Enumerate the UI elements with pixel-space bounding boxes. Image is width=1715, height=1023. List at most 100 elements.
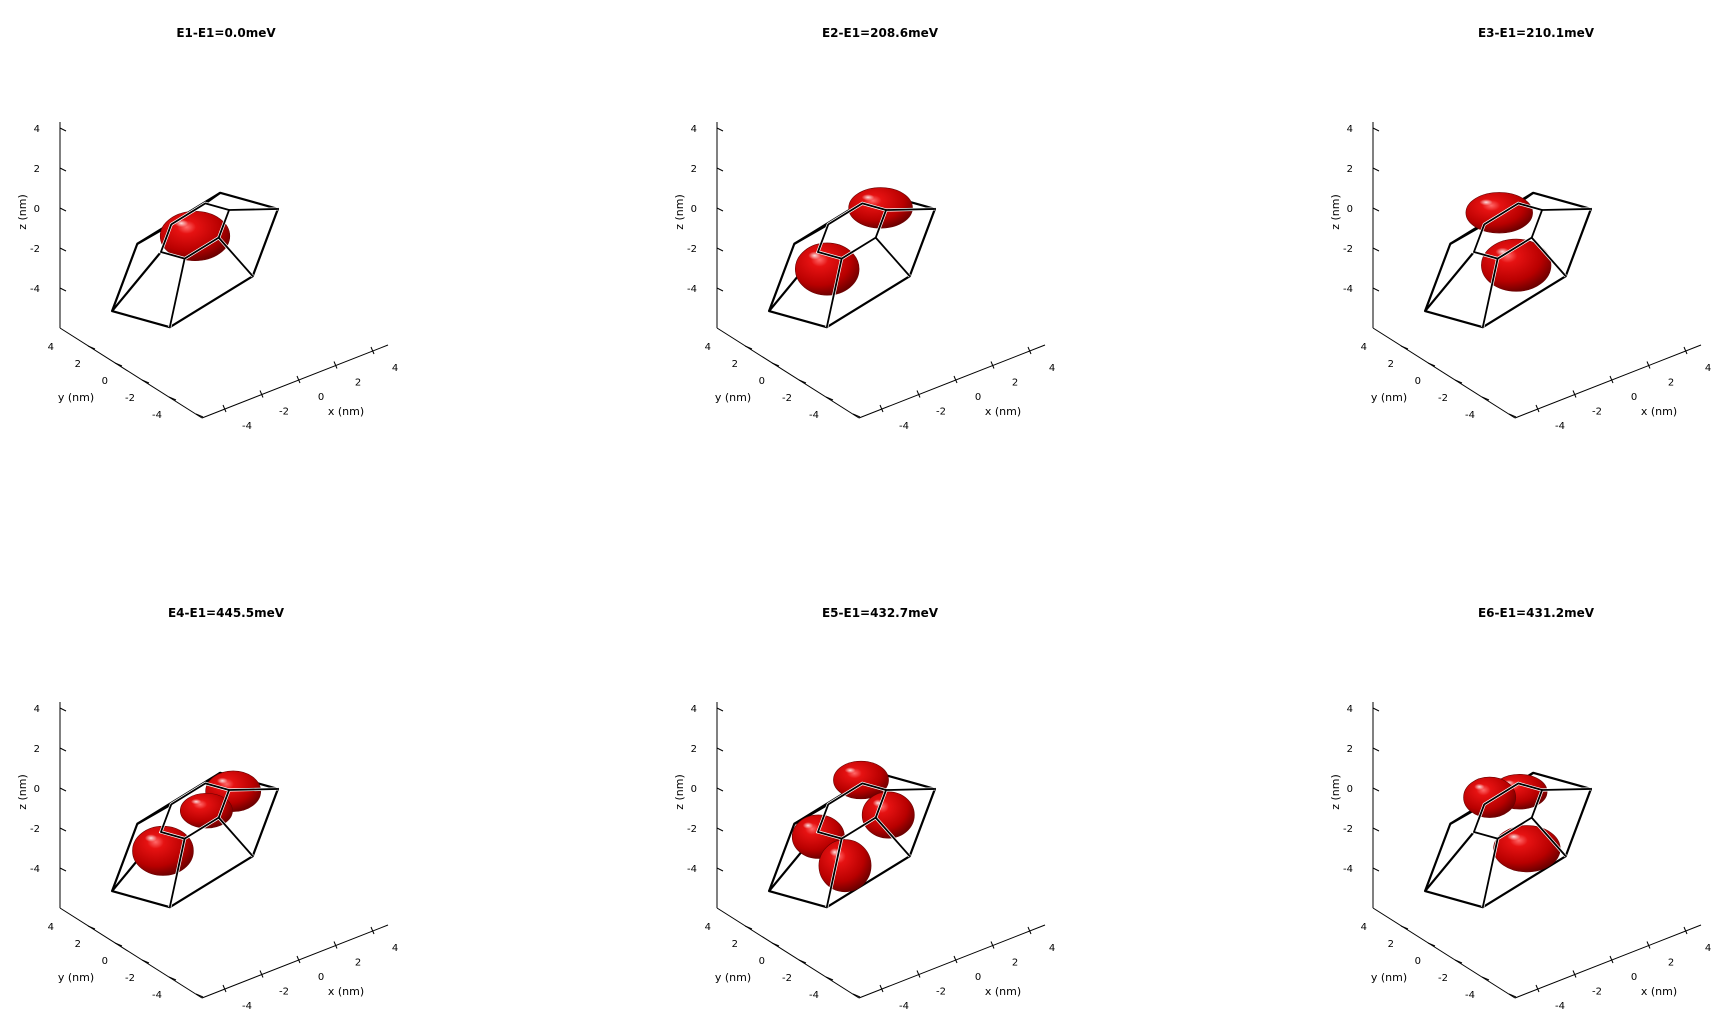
x-tick	[222, 404, 227, 413]
z-axis-label: z (nm)	[673, 774, 686, 810]
x-tick-label: 0	[975, 392, 981, 403]
frustum-edge	[886, 788, 935, 791]
x-axis-line	[1514, 924, 1702, 999]
x-tick-label: -2	[279, 987, 289, 998]
x-axis-line	[858, 344, 1046, 419]
chart-title: E2-E1=208.6meV	[822, 26, 939, 40]
frustum-edge	[136, 803, 172, 825]
y-tick-label: 2	[1388, 359, 1394, 370]
y-tick	[114, 362, 123, 367]
frustum-edge	[1531, 237, 1567, 277]
chart-title: E3-E1=210.1meV	[1478, 26, 1595, 40]
y-axis-label: y (nm)	[1371, 391, 1407, 404]
x-tick-label: 4	[1705, 363, 1711, 374]
y-tick	[771, 942, 780, 947]
z-tick	[1372, 127, 1380, 132]
x-axis-label: x (nm)	[328, 405, 364, 418]
x-tick	[1572, 390, 1577, 398]
frustum-edge	[229, 788, 278, 791]
x-tick	[222, 984, 227, 993]
x-tick	[1646, 361, 1651, 369]
z-tick-label: -4	[687, 284, 697, 295]
orbital-lobe-highlight	[188, 798, 212, 811]
z-tick	[59, 127, 67, 132]
orbital-lobe	[1465, 192, 1533, 234]
x-tick-label: 4	[1049, 943, 1055, 954]
panel-2: E2-E1=208.6meV 4 2 0 -2 -4 z (nm) 4 2 0 -2 -4 y (nm)…	[673, 26, 1055, 432]
z-tick-label: -4	[687, 864, 697, 875]
frustum-edge	[1424, 251, 1475, 312]
x-tick-label: 2	[1668, 378, 1674, 389]
z-tick	[59, 867, 67, 872]
y-tick-label: 2	[732, 359, 738, 370]
z-tick	[59, 827, 67, 832]
z-tick	[1372, 247, 1380, 252]
x-tick-label: 2	[355, 378, 361, 389]
y-tick	[744, 345, 753, 350]
z-tick-label: 2	[691, 744, 697, 755]
x-axis-label: x (nm)	[985, 405, 1021, 418]
x-tick-label: 4	[1705, 943, 1711, 954]
x-tick-label: 0	[975, 972, 981, 983]
y-tick-label: -4	[152, 990, 162, 1001]
x-tick	[1535, 404, 1540, 413]
z-tick-label: -2	[1343, 824, 1353, 835]
z-tick-label: 0	[691, 204, 697, 215]
z-tick-label: 2	[1347, 744, 1353, 755]
z-tick-label: -2	[687, 824, 697, 835]
z-tick-label: -4	[30, 284, 40, 295]
frustum-edge	[875, 817, 911, 857]
orbital-lobe-highlight	[841, 766, 867, 780]
y-tick-label: -4	[809, 990, 819, 1001]
frustum-edge	[1542, 788, 1591, 791]
x-tick	[990, 941, 995, 949]
z-tick	[716, 207, 724, 212]
y-tick-label: -4	[1465, 410, 1475, 421]
z-tick	[716, 787, 724, 792]
z-tick	[59, 707, 67, 712]
z-tick	[59, 167, 67, 172]
z-tick	[716, 827, 724, 832]
y-tick-label: 2	[75, 939, 81, 950]
orbital-lobe-highlight	[170, 218, 202, 236]
z-tick	[716, 287, 724, 292]
x-tick	[1683, 346, 1688, 355]
frustum-front	[817, 782, 935, 908]
y-axis-label: y (nm)	[715, 391, 751, 404]
frustum-front	[160, 202, 278, 328]
y-tick	[1400, 925, 1409, 930]
z-tick-label: -4	[1343, 864, 1353, 875]
z-tick	[1372, 787, 1380, 792]
y-tick	[168, 396, 177, 401]
x-tick-label: -4	[1555, 1001, 1565, 1012]
y-tick-label: -4	[809, 410, 819, 421]
z-tick-label: 4	[1347, 124, 1353, 135]
z-tick	[716, 707, 724, 712]
x-tick	[370, 346, 375, 355]
y-tick	[1481, 396, 1490, 401]
x-axis-line	[1514, 344, 1702, 419]
x-tick	[1535, 984, 1540, 993]
y-tick	[852, 993, 861, 998]
z-tick-label: 0	[34, 784, 40, 795]
frustum-front	[817, 202, 935, 328]
frustum-edge	[229, 208, 278, 211]
x-axis-label: x (nm)	[1641, 405, 1677, 418]
y-tick	[771, 362, 780, 367]
panel-6: E6-E1=431.2meV 4 2 0 -2 -4 z (nm) 4 2 0 -2 -4 y (nm)…	[1329, 606, 1711, 1012]
y-tick-label: -2	[125, 973, 135, 984]
x-tick	[296, 955, 301, 964]
y-tick	[825, 976, 834, 981]
x-tick-label: 2	[1012, 378, 1018, 389]
z-tick-label: 4	[691, 124, 697, 135]
y-tick-label: 0	[102, 376, 108, 387]
y-tick-label: 4	[1361, 922, 1367, 933]
z-tick	[1372, 827, 1380, 832]
x-tick	[333, 361, 338, 369]
orbital-lobe-highlight	[141, 833, 170, 851]
y-tick	[141, 959, 150, 964]
y-tick	[1508, 993, 1517, 998]
x-tick	[953, 375, 958, 384]
x-tick-label: -4	[242, 1001, 252, 1012]
y-axis-line	[59, 907, 203, 999]
